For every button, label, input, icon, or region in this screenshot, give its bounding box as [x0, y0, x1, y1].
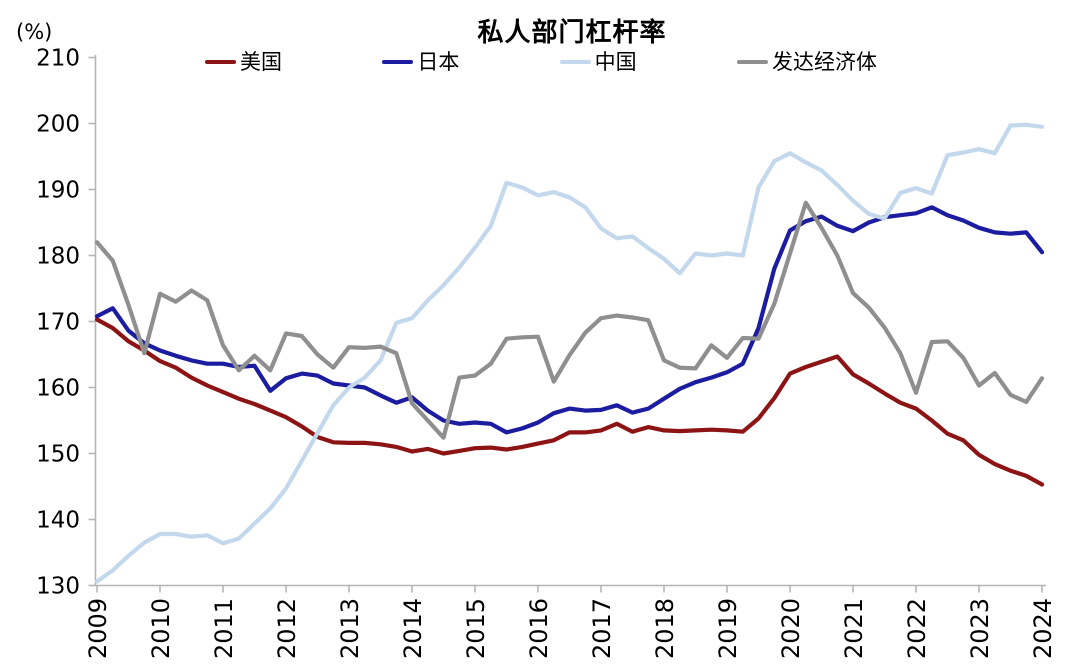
x-tick-label: 2021 — [840, 598, 868, 659]
y-tick-label: 160 — [36, 376, 80, 402]
legend-item-3: 发达经济体 — [736, 50, 877, 74]
y-tick-label: 180 — [36, 244, 80, 270]
x-tick-label: 2018 — [651, 598, 679, 659]
legend-marker-icon — [559, 59, 591, 65]
y-tick-label: 150 — [36, 442, 80, 468]
legend-label: 日本 — [417, 50, 460, 74]
x-tick-label: 2009 — [84, 598, 112, 659]
x-tick-label: 2022 — [903, 598, 931, 659]
x-tick-label: 2014 — [399, 598, 427, 659]
x-tick-label: 2013 — [336, 598, 364, 659]
legend-marker-icon — [205, 59, 236, 65]
y-tick-label: 190 — [36, 178, 80, 204]
x-tick-label: 2016 — [525, 598, 553, 659]
x-tick-label: 2012 — [273, 598, 301, 659]
y-tick-label: 200 — [36, 112, 80, 138]
x-tick-label: 2024 — [1029, 598, 1057, 659]
series-line-dm — [94, 200, 1045, 440]
x-tick-label: 2023 — [966, 598, 994, 659]
x-tick-label: 2010 — [147, 598, 175, 659]
y-axis-unit-label: (%) — [16, 20, 53, 44]
legend-item-0: 美国 — [205, 50, 282, 74]
x-tick-label: 2017 — [588, 598, 616, 659]
legend-label: 中国 — [594, 50, 637, 74]
x-tick-label: 2015 — [462, 598, 490, 659]
legend: 美国 日本 中国 发达经济体 — [205, 50, 877, 74]
legend-marker-icon — [736, 59, 768, 65]
series-line-china — [94, 122, 1045, 584]
y-tick-label: 210 — [36, 46, 80, 72]
legend-item-2: 中国 — [559, 50, 637, 74]
y-tick-label: 130 — [36, 574, 80, 600]
x-tick-label: 2011 — [210, 598, 238, 659]
legend-marker-icon — [382, 59, 414, 65]
series-line-us — [94, 317, 1045, 487]
legend-label: 发达经济体 — [771, 50, 877, 74]
legend-label: 美国 — [240, 50, 282, 74]
x-tick-label: 2019 — [714, 598, 742, 659]
y-tick-label: 170 — [36, 310, 80, 336]
y-tick-label: 140 — [36, 508, 80, 534]
legend-item-1: 日本 — [382, 50, 459, 74]
x-tick-label: 2020 — [777, 598, 805, 659]
chart-title: 私人部门杠杆率 — [477, 18, 667, 48]
